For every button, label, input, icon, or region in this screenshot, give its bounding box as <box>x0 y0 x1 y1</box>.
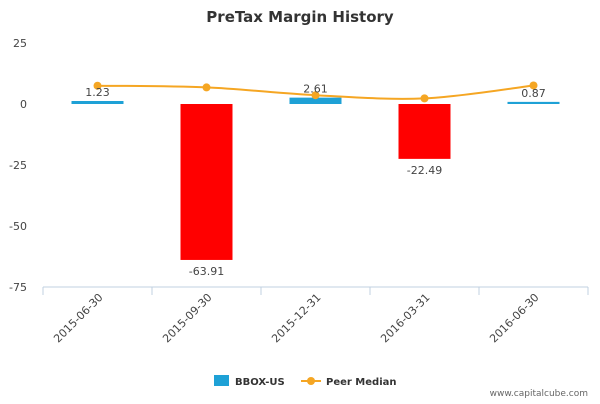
bar-series <box>71 97 560 260</box>
bar-2015-12-31[interactable] <box>289 97 342 104</box>
y-tick-label: 0 <box>20 98 27 111</box>
data-label: -63.91 <box>189 265 224 278</box>
legend: BBOX-US Peer Median <box>214 375 397 388</box>
x-tick-label: 2016-03-31 <box>378 291 432 345</box>
chart-title: PreTax Margin History <box>206 8 394 26</box>
peer-median-point-2016-03-31[interactable] <box>420 94 429 103</box>
data-label: 0.87 <box>521 87 546 100</box>
bar-2015-09-30[interactable] <box>180 104 233 260</box>
y-tick-label: -25 <box>9 159 27 172</box>
legend-swatch-bbox <box>214 375 229 386</box>
bar-2016-03-31[interactable] <box>398 104 451 159</box>
y-axis: 25 0 -25 -50 -75 <box>9 37 27 294</box>
peer-median-point-2016-06-30[interactable] <box>529 81 538 90</box>
y-tick-label: 25 <box>13 37 27 50</box>
y-tick-label: -50 <box>9 220 27 233</box>
x-tick-label: 2015-09-30 <box>160 291 214 345</box>
legend-label-peer-median: Peer Median <box>326 377 397 388</box>
legend-label-bbox: BBOX-US <box>235 377 285 388</box>
x-tick-label: 2016-06-30 <box>487 291 541 345</box>
peer-median-point-2015-09-30[interactable] <box>202 83 211 92</box>
peer-median-point-2015-12-31[interactable] <box>311 91 320 100</box>
data-label: -22.49 <box>407 164 442 177</box>
source-credit: www.capitalcube.com <box>490 389 588 399</box>
data-labels: 1.23 -63.91 2.61 -22.49 0.87 <box>85 83 546 278</box>
x-tick-label: 2015-06-30 <box>51 291 105 345</box>
x-axis: 2015-06-30 2015-09-30 2015-12-31 2016-03-31… <box>42 286 589 345</box>
y-tick-label: -75 <box>9 281 27 294</box>
bar-2015-06-30[interactable] <box>71 100 124 104</box>
bar-2016-06-30[interactable] <box>507 101 560 104</box>
legend-swatch-peer-marker <box>307 377 315 385</box>
peer-median-point-2015-06-30[interactable] <box>93 81 102 90</box>
data-label: 1.23 <box>85 86 110 99</box>
peer-median-series <box>93 81 538 103</box>
x-tick-label: 2015-12-31 <box>269 291 323 345</box>
data-label: 2.61 <box>303 83 328 96</box>
